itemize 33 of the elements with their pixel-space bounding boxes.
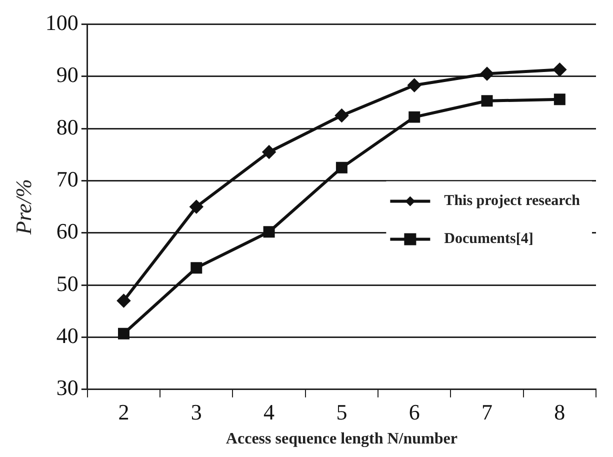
point	[262, 146, 276, 159]
point	[553, 63, 566, 76]
point	[481, 95, 493, 107]
point	[190, 200, 203, 214]
point	[118, 328, 130, 340]
x-tick-label: 8	[554, 399, 566, 424]
point	[190, 262, 202, 274]
legend-label: This project research	[444, 193, 581, 210]
y-tick-label: 50	[56, 270, 78, 296]
point	[335, 109, 348, 122]
y-tick-label: 70	[56, 166, 78, 192]
point	[117, 294, 130, 308]
point	[263, 226, 275, 238]
y-tick-label: 100	[45, 10, 78, 35]
x-tick-label: 4	[264, 399, 275, 424]
y-tick-label: 90	[56, 62, 78, 88]
y-tick-label: 30	[56, 375, 78, 400]
point	[408, 78, 421, 92]
point	[554, 94, 566, 106]
y-axis-title: Pre/%	[10, 179, 36, 236]
legend-label: Documents[4]	[444, 231, 534, 248]
x-tick-label: 5	[336, 399, 348, 424]
x-tick-label: 2	[118, 399, 130, 424]
x-tick-label: 6	[408, 399, 420, 424]
point	[480, 67, 494, 80]
point	[408, 111, 420, 123]
x-axis-title: Access sequence length N/number	[226, 430, 458, 448]
x-tick-label: 3	[190, 399, 202, 424]
point	[336, 162, 348, 174]
x-tick-label: 7	[482, 399, 493, 424]
y-tick-label: 60	[56, 218, 78, 244]
y-tick-label: 80	[56, 114, 78, 140]
y-tick-label: 40	[56, 323, 78, 348]
